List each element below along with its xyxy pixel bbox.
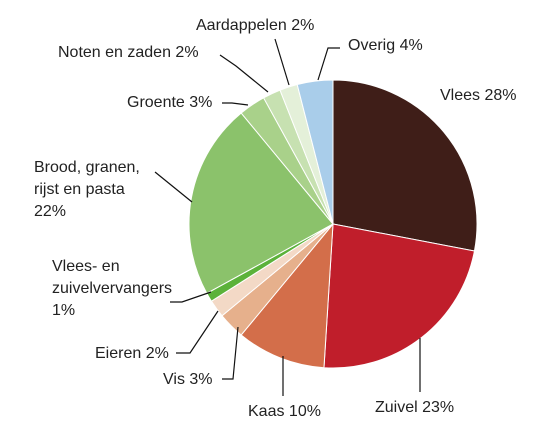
leader-lines [154, 38, 421, 396]
leader-line-groente-3 [222, 102, 249, 106]
slice-label-overig-4: Overig 4% [348, 37, 423, 54]
pie-slice-brood-granen [188, 112, 334, 295]
pie-slice-zuivel-23 [323, 223, 476, 369]
slice-label-noten-en-zaden-2: Noten en zaden 2% [58, 44, 199, 61]
slice-label-vlees-en: Vlees- en zuivelvervangers 1% [52, 258, 172, 319]
slice-label-kaas-10: Kaas 10% [248, 403, 321, 420]
slice-label-aardappelen-2: Aardappelen 2% [196, 17, 314, 34]
slice-label-zuivel-23: Zuivel 23% [375, 399, 454, 416]
slice-label-groente-3: Groente 3% [127, 94, 212, 111]
leader-line-vis-3 [222, 326, 239, 380]
slice-label-vlees-28: Vlees 28% [440, 87, 517, 104]
slice-label-brood-granen: Brood, granen, rijst en pasta 22% [34, 159, 140, 220]
pie-slice-overig-4 [296, 79, 334, 225]
leader-line-aardappelen-2 [274, 38, 290, 86]
leader-line-brood-granen [154, 171, 193, 203]
pie-slice-vlees-28 [332, 79, 478, 252]
leader-line-eieren-2 [176, 310, 219, 354]
slice-labels: Vlees 28% Zuivel 23% Kaas 10% Vis 3% Eieren … [34, 17, 517, 420]
slice-label-vis-3: Vis 3% [163, 371, 213, 388]
pie-slices [188, 79, 478, 369]
leader-line-overig-4 [317, 47, 340, 81]
slice-label-eieren-2: Eieren 2% [95, 345, 169, 362]
leader-line-vlees-en [170, 291, 212, 303]
pie-slice-kaas-10 [240, 222, 334, 369]
leader-line-noten-en-zaden-2 [219, 54, 269, 93]
